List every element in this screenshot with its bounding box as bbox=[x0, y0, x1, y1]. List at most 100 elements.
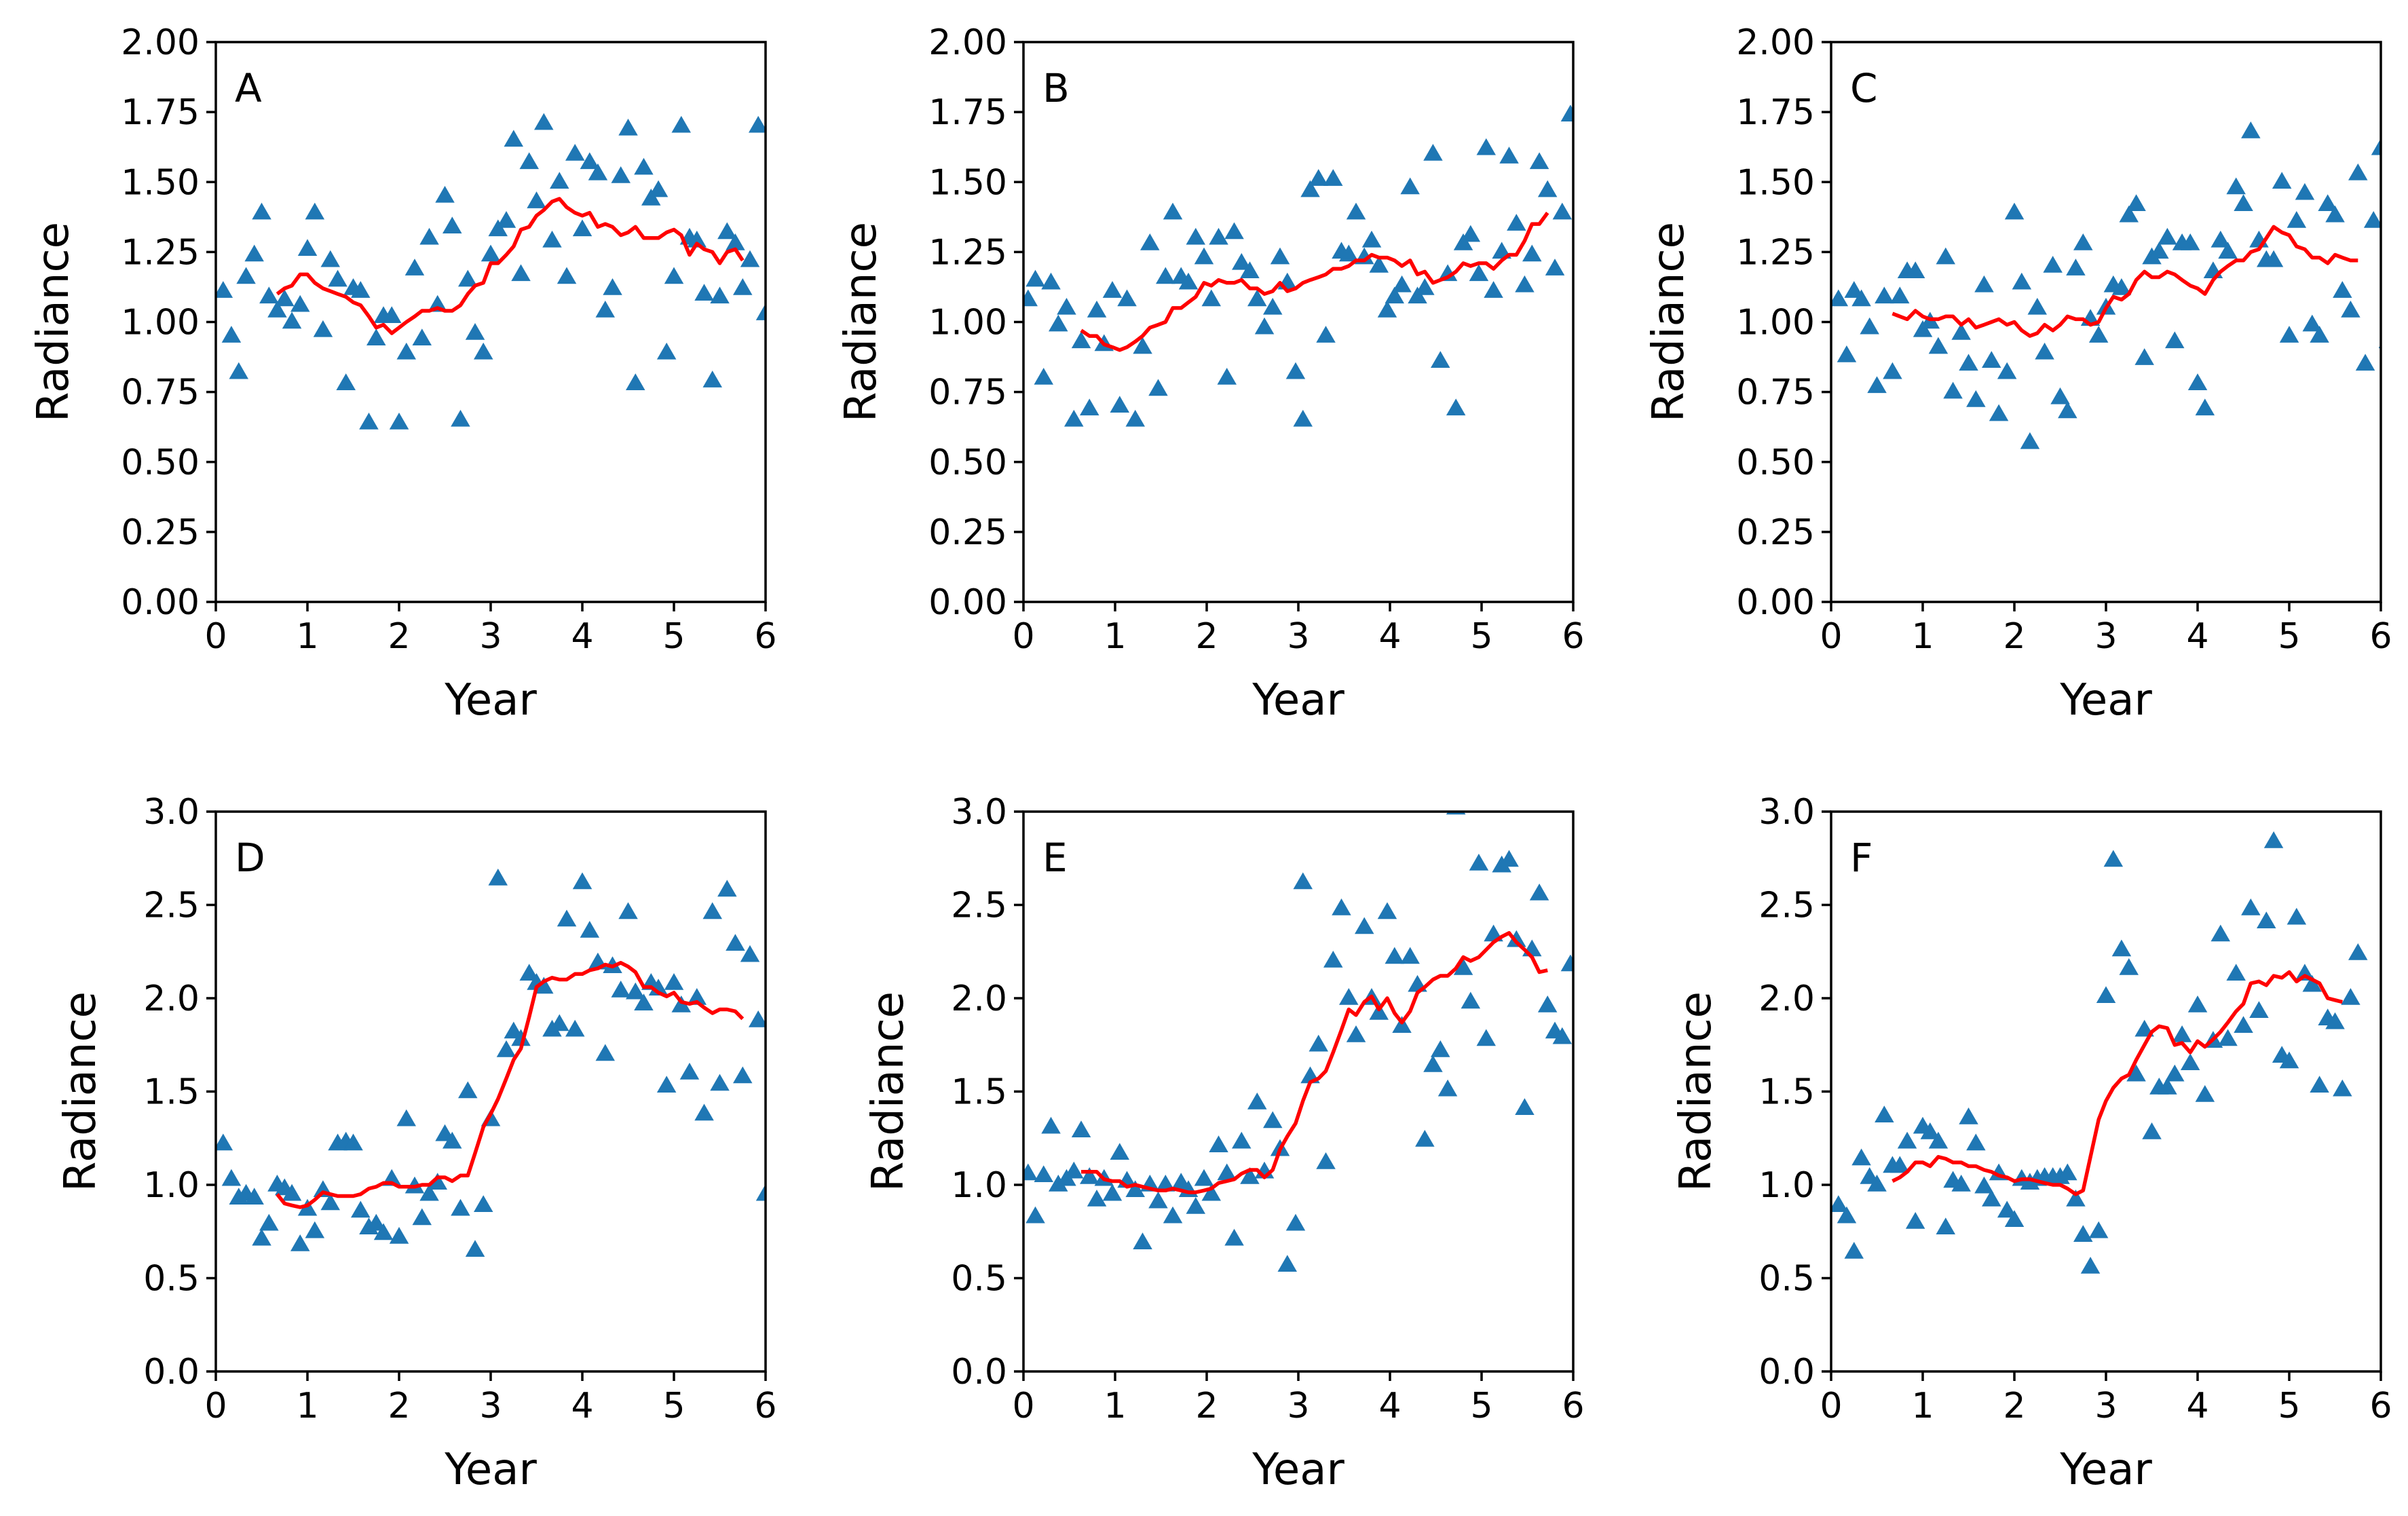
data-point bbox=[389, 1227, 409, 1244]
y-axis: 0.00 0.25 0.50 0.75 1.00 1.25 1.50 1.75 2.00 bbox=[121, 22, 216, 623]
plot-content bbox=[1023, 105, 1573, 427]
data-point bbox=[275, 289, 295, 307]
data-point bbox=[474, 342, 493, 360]
data-point bbox=[465, 1240, 485, 1257]
data-point bbox=[2050, 387, 2070, 404]
y-tick-label: 0.00 bbox=[928, 582, 1007, 623]
data-point bbox=[1110, 1143, 1129, 1160]
y-tick-label: 1.75 bbox=[1736, 92, 1815, 133]
data-point bbox=[679, 1063, 700, 1080]
data-point bbox=[710, 286, 730, 304]
x-tick-label: 3 bbox=[479, 616, 502, 657]
y-tick-label: 1.25 bbox=[928, 232, 1007, 273]
data-point bbox=[2187, 373, 2208, 390]
data-point bbox=[1920, 1122, 1940, 1139]
data-point bbox=[2279, 1051, 2299, 1069]
data-point bbox=[1163, 1206, 1183, 1224]
panel-e: 0 1 2 3 4 5 6 0.0 0.5 1.0 1.5 2.0 2.5 3.0 Year Radiance… bbox=[863, 792, 1585, 1495]
x-tick-label: 2 bbox=[2003, 1386, 2025, 1426]
data-point bbox=[1400, 947, 1420, 964]
data-point bbox=[320, 1193, 340, 1211]
data-point bbox=[565, 1019, 585, 1037]
data-point bbox=[1293, 872, 1313, 890]
data-point bbox=[1263, 1111, 1283, 1129]
data-point bbox=[1064, 1161, 1084, 1179]
data-point bbox=[1851, 1148, 1871, 1166]
data-point bbox=[1476, 1029, 1496, 1046]
data-point bbox=[1217, 1163, 1237, 1181]
data-point bbox=[1529, 152, 1549, 170]
data-point bbox=[1966, 1133, 1986, 1151]
y-tick-label: 0.0 bbox=[951, 1352, 1007, 1392]
data-point bbox=[465, 323, 485, 340]
data-point bbox=[1883, 362, 1902, 379]
y-tick-label: 0.25 bbox=[928, 512, 1007, 553]
data-point bbox=[1316, 326, 1336, 343]
plot-content bbox=[1023, 812, 1573, 1272]
panel-label: A bbox=[235, 65, 262, 111]
data-point bbox=[2088, 1221, 2109, 1238]
data-point bbox=[1232, 252, 1252, 270]
data-point bbox=[1240, 261, 1260, 278]
panel-label: F bbox=[1850, 835, 1873, 881]
data-point bbox=[1332, 898, 1351, 915]
y-tick-label: 1.25 bbox=[1736, 232, 1815, 273]
data-point bbox=[1057, 297, 1076, 315]
data-point bbox=[2073, 233, 2093, 250]
data-point bbox=[267, 301, 287, 318]
x-axis: 0 1 2 3 4 5 6 bbox=[1012, 602, 1585, 657]
y-axis: 0.00 0.25 0.50 0.75 1.00 1.25 1.50 1.75 2.00 bbox=[928, 22, 1023, 623]
data-point bbox=[1277, 272, 1297, 290]
data-point bbox=[1148, 1191, 1168, 1209]
data-point bbox=[1936, 247, 1955, 265]
data-point bbox=[2263, 831, 2284, 848]
data-point bbox=[1323, 169, 1343, 186]
data-point bbox=[359, 413, 379, 430]
data-point bbox=[1499, 850, 1519, 867]
plot-area bbox=[1022, 810, 1575, 1373]
data-point bbox=[2257, 911, 2276, 928]
x-tick-label: 6 bbox=[1562, 616, 1584, 657]
data-point bbox=[1831, 289, 1849, 307]
data-point bbox=[1034, 368, 1053, 385]
data-point bbox=[2333, 281, 2352, 298]
y-tick-label: 1.5 bbox=[951, 1072, 1007, 1113]
data-point bbox=[305, 1221, 325, 1238]
x-tick-label: 3 bbox=[479, 1386, 502, 1426]
data-point bbox=[1515, 275, 1535, 292]
data-point bbox=[1339, 988, 1359, 1005]
data-point bbox=[1140, 233, 1160, 250]
y-tick-label: 2.0 bbox=[143, 979, 200, 1019]
scatter-series bbox=[216, 869, 766, 1257]
y-tick-label: 0.00 bbox=[1736, 582, 1815, 623]
data-point bbox=[1400, 177, 1420, 195]
scatter-series bbox=[1023, 812, 1573, 1272]
data-point bbox=[626, 982, 645, 1000]
data-point bbox=[634, 993, 654, 1010]
y-tick-label: 0.0 bbox=[143, 1352, 200, 1392]
data-point bbox=[572, 872, 592, 890]
data-point bbox=[1469, 264, 1489, 282]
data-point bbox=[603, 278, 622, 295]
data-point bbox=[2126, 1064, 2146, 1082]
data-point bbox=[2043, 256, 2063, 273]
y-tick-label: 3.0 bbox=[951, 792, 1007, 833]
data-point bbox=[1309, 1034, 1328, 1052]
data-point bbox=[2363, 211, 2381, 228]
y-tick-label: 1.00 bbox=[928, 303, 1007, 343]
data-point bbox=[2066, 259, 2086, 276]
data-point bbox=[1194, 1169, 1214, 1186]
data-point bbox=[1844, 1242, 1864, 1259]
data-point bbox=[2020, 432, 2040, 449]
panel-a: 0 1 2 3 4 5 6 0.00 0.25 0.50 0.75 1.00 1.25 1.50 1.75 2… bbox=[29, 22, 777, 725]
data-point bbox=[2218, 1029, 2238, 1046]
y-tick-label: 0.5 bbox=[143, 1259, 200, 1300]
data-point bbox=[1951, 323, 1971, 340]
y-tick-label: 1.5 bbox=[143, 1072, 200, 1113]
data-point bbox=[1026, 1206, 1045, 1224]
data-point bbox=[2371, 138, 2381, 155]
data-point bbox=[740, 945, 760, 962]
data-point bbox=[2195, 1085, 2215, 1102]
data-point bbox=[656, 1076, 677, 1093]
moving-average-line bbox=[1892, 970, 2343, 1196]
